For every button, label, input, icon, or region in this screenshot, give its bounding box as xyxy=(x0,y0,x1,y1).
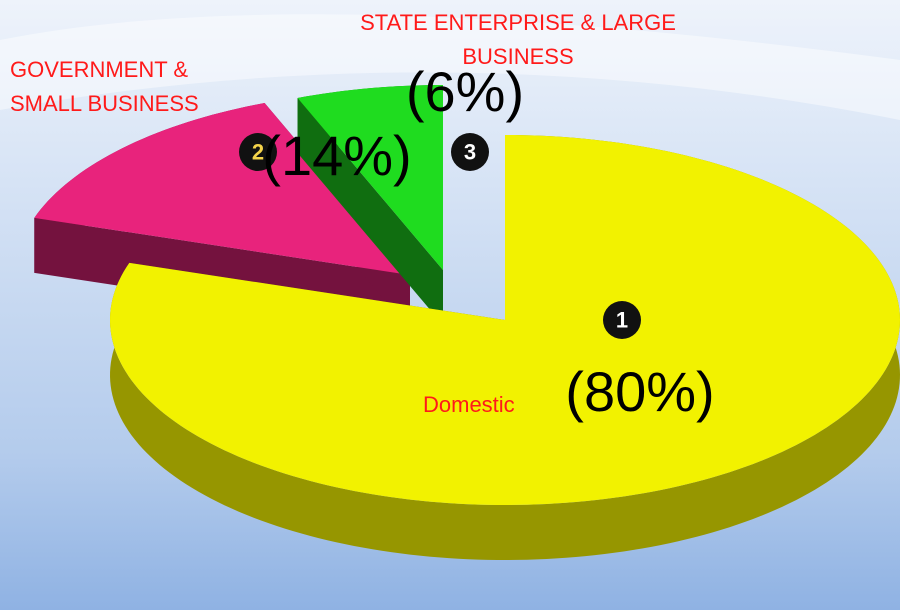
value-label: (14%) xyxy=(262,124,411,187)
pie-slice xyxy=(297,85,443,325)
category-label: STATE ENTERPRISE & LARGE BUSINESS xyxy=(360,10,676,69)
badge xyxy=(603,301,641,339)
badge-number: 2 xyxy=(252,140,264,165)
background-swoosh xyxy=(0,14,900,120)
value-label: (80%) xyxy=(565,360,714,423)
pie-slice xyxy=(110,135,900,560)
slice-wall xyxy=(297,97,443,325)
badge xyxy=(239,133,277,171)
badge xyxy=(451,133,489,171)
slice-top xyxy=(34,102,411,275)
badge-number: 1 xyxy=(616,308,628,333)
category-label: GOVERNMENT & SMALL BUSINESS xyxy=(10,57,199,116)
slice-top xyxy=(110,135,900,505)
category-label: Domestic xyxy=(423,392,515,417)
badge-number: 3 xyxy=(464,140,476,165)
slice-top xyxy=(297,85,443,270)
value-label: (6%) xyxy=(406,60,524,123)
